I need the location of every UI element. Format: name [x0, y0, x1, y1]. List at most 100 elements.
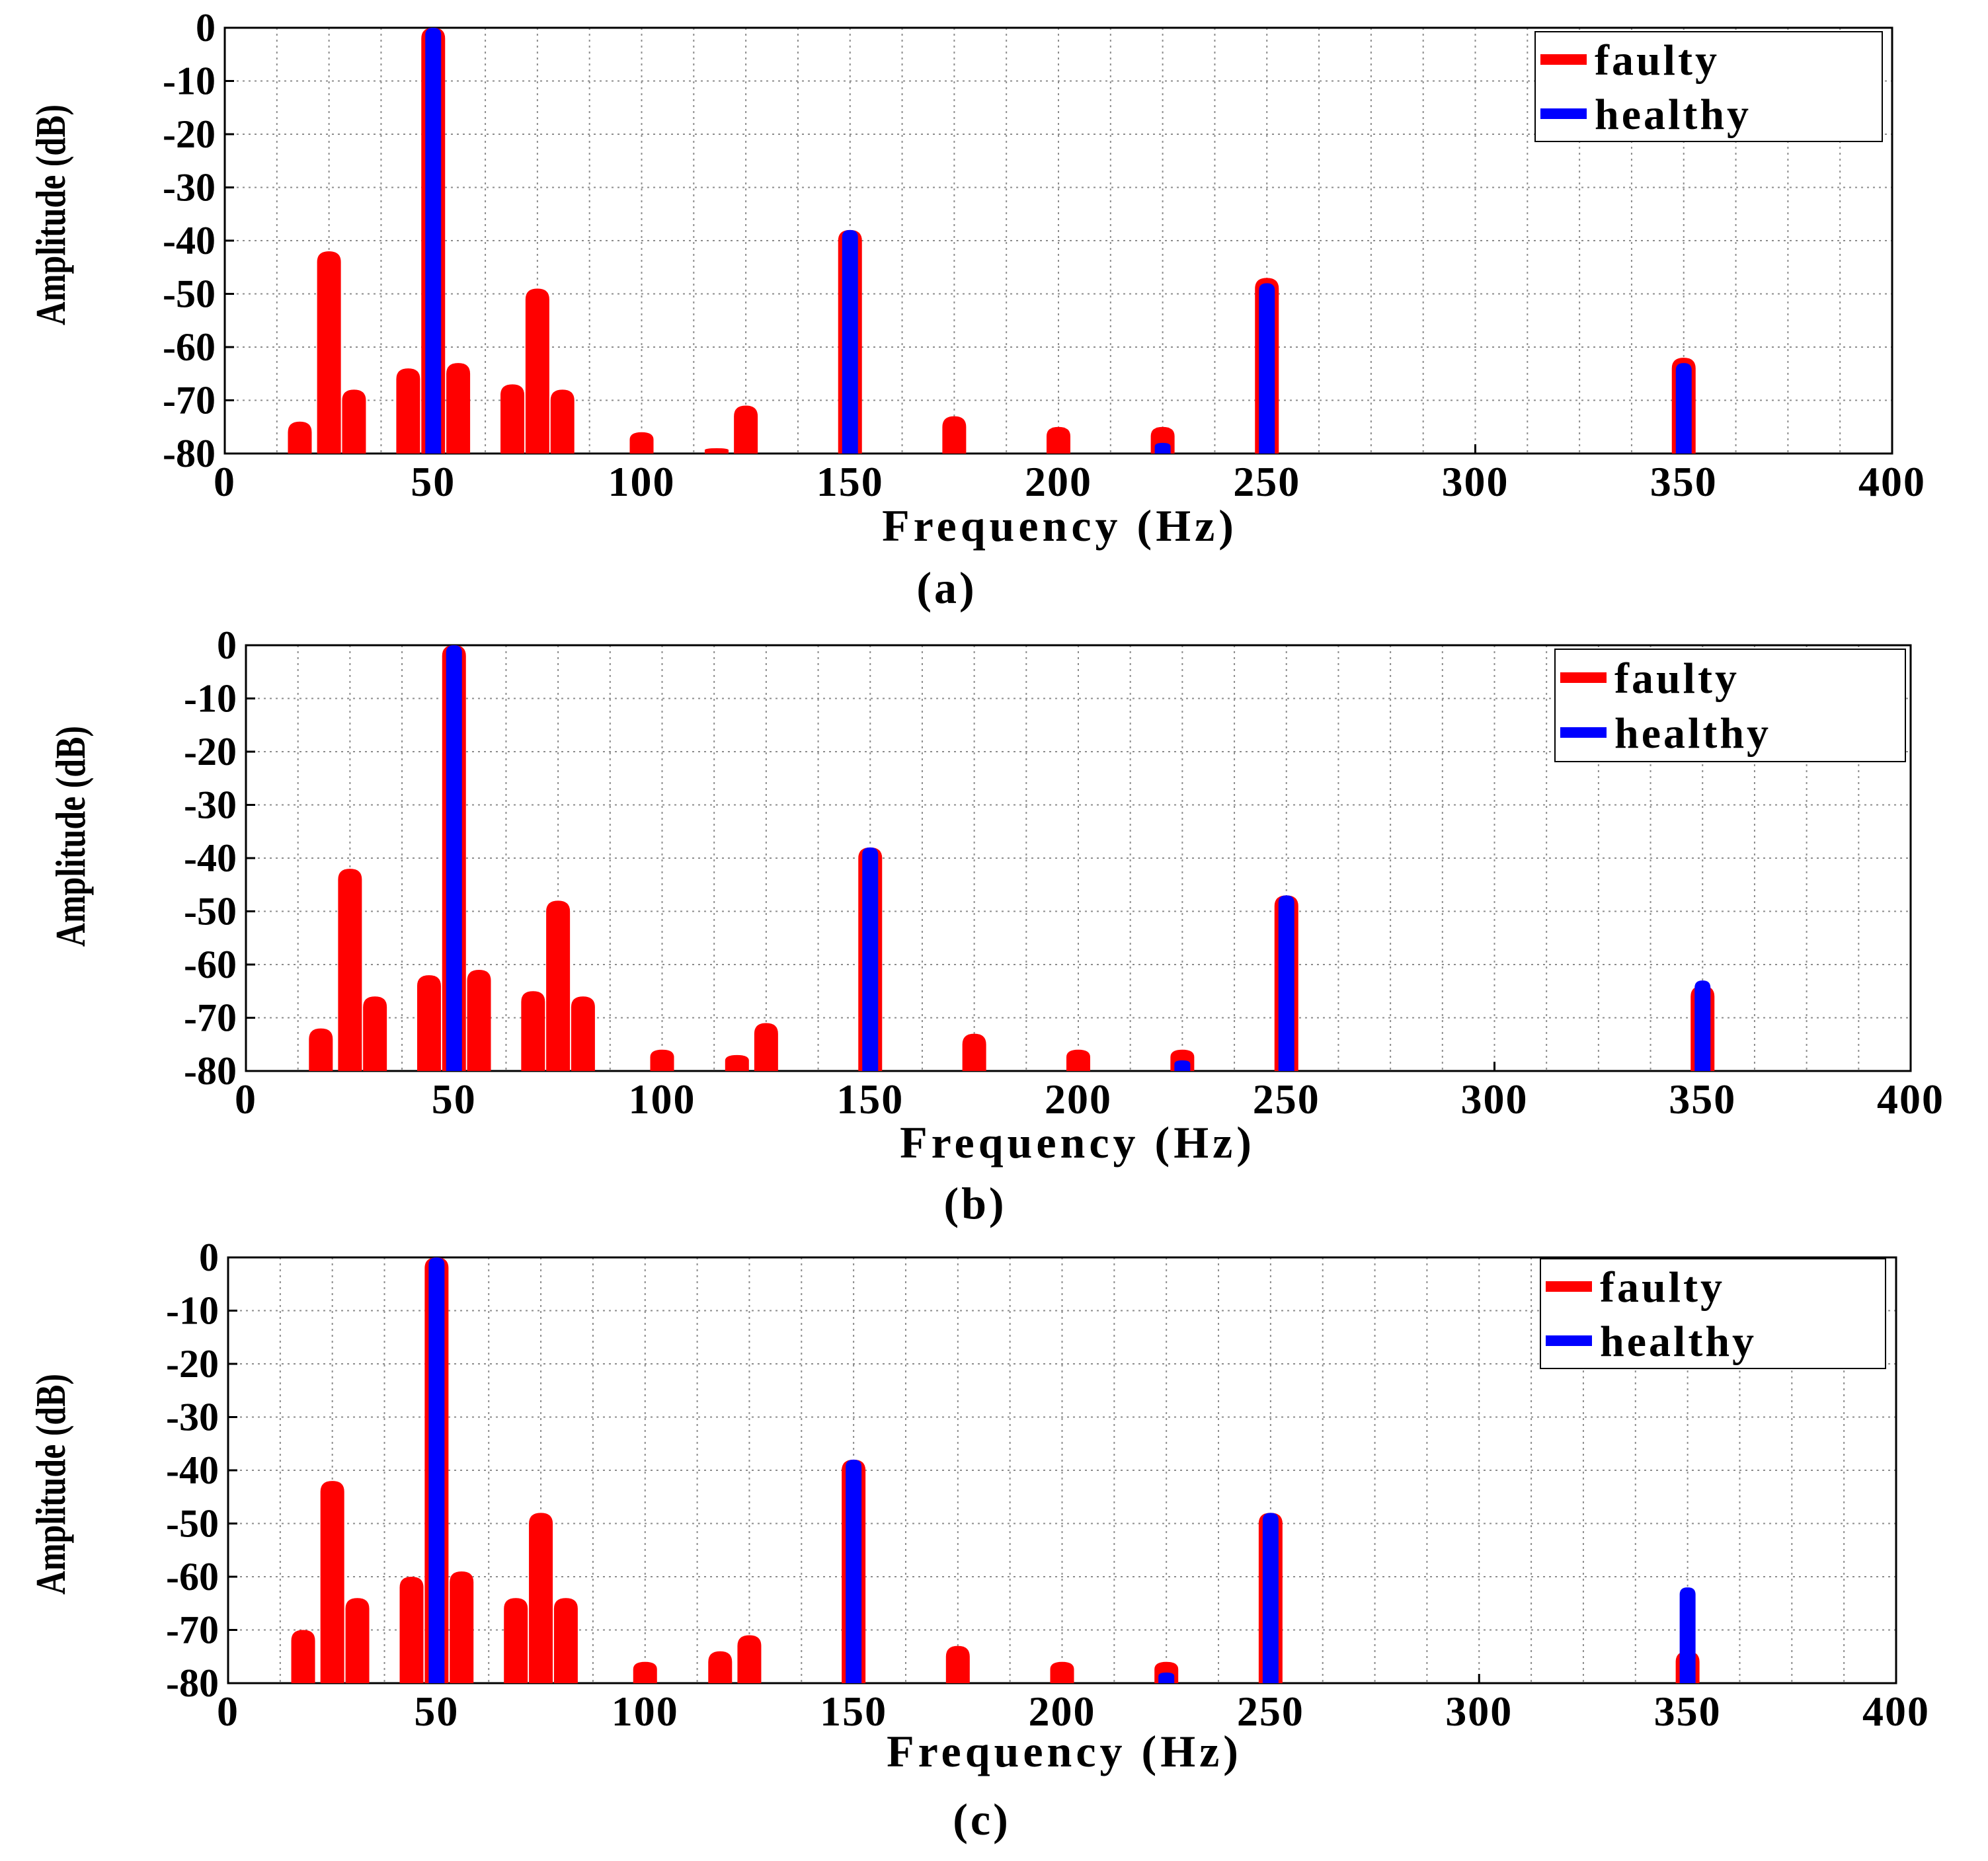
x-tick-label: 150 [816, 458, 884, 505]
faulty-peak [396, 368, 420, 454]
panel-c-grid [228, 1257, 1896, 1683]
y-tick-label: -40 [166, 1448, 219, 1492]
x-tick-label: 400 [1877, 1076, 1944, 1123]
x-tick-label: 250 [1237, 1688, 1304, 1735]
healthy-peak [1158, 1672, 1175, 1683]
x-tick-label: 300 [1461, 1076, 1529, 1123]
faulty-peak [320, 1481, 344, 1683]
y-tick-label: -70 [166, 1608, 219, 1652]
panel-b-x-ticks: 0 50 100 150 200 250 300 350 400 [235, 1076, 1944, 1123]
faulty-peak [309, 1028, 333, 1071]
faulty-peak [962, 1033, 986, 1071]
panel-b-healthy-series [446, 645, 1711, 1071]
faulty-peak [945, 1645, 970, 1683]
faulty-peak [1047, 426, 1070, 454]
panel-b-y-ticks: 0 -10 -20 -30 -40 -50 -60 -70 -80 [184, 623, 237, 1093]
faulty-peak [504, 1598, 528, 1683]
faulty-peak [708, 1651, 733, 1683]
faulty-peak [629, 432, 654, 454]
healthy-peak [446, 645, 462, 1071]
y-tick-label: -20 [166, 1342, 219, 1386]
faulty-peak [633, 1661, 657, 1683]
panel-c-y-ticks: 0 -10 -20 -30 -40 -50 -60 -70 -80 [166, 1236, 219, 1705]
x-tick-label: 150 [820, 1688, 887, 1735]
x-tick-label: 350 [1669, 1076, 1736, 1123]
x-tick-label: 250 [1253, 1076, 1320, 1123]
legend-healthy-label: healthy [1614, 709, 1771, 758]
faulty-peak [725, 1054, 749, 1071]
healthy-peak [862, 847, 879, 1071]
faulty-peak [467, 970, 491, 1071]
y-tick-label: -80 [163, 432, 216, 475]
healthy-peak [846, 1459, 862, 1683]
x-tick-label: 300 [1445, 1688, 1513, 1735]
x-tick-label: 200 [1025, 458, 1092, 505]
panel-c-y-axis-label: Amplitude (dB) [28, 1374, 74, 1595]
y-tick-label: -30 [184, 783, 237, 827]
faulty-peak [553, 1598, 578, 1683]
healthy-peak [1154, 442, 1171, 454]
panel-a-grid [225, 28, 1892, 454]
faulty-peak [521, 991, 545, 1071]
y-tick-label: -50 [166, 1502, 219, 1546]
y-tick-label: -10 [163, 59, 216, 103]
x-tick-label: 400 [1862, 1688, 1930, 1735]
panel-b-legend: faulty healthy [1554, 649, 1906, 762]
healthy-peak [1262, 1513, 1279, 1683]
y-tick-label: -70 [184, 996, 237, 1040]
y-tick-label: -80 [184, 1049, 237, 1093]
y-tick-label: -60 [166, 1555, 219, 1599]
faulty-peak [546, 900, 571, 1071]
faulty-peak [399, 1577, 424, 1683]
healthy-peak [842, 229, 858, 454]
panel-a-healthy-series [425, 28, 1692, 454]
healthy-peak [428, 1257, 445, 1683]
faulty-peak [737, 1635, 762, 1683]
panel-a-legend: faulty healthy [1534, 31, 1883, 142]
faulty-peak [529, 1513, 553, 1683]
x-tick-label: 50 [432, 1076, 477, 1123]
legend-faulty-label: faulty [1600, 1263, 1725, 1312]
x-tick-label: 50 [411, 458, 456, 505]
y-tick-label: -20 [163, 112, 216, 156]
y-tick-label: -10 [184, 677, 237, 721]
x-tick-label: 150 [836, 1076, 904, 1123]
y-tick-label: -50 [184, 890, 237, 933]
panel-b-chart: 0 -10 -20 -30 -40 -50 -60 -70 -80 0 50 100 150 200 25… [48, 623, 1944, 1228]
y-tick-label: -60 [184, 943, 237, 986]
panel-c-healthy-series [428, 1257, 1696, 1683]
healthy-peak [1174, 1060, 1191, 1071]
x-tick-label: 0 [217, 1688, 239, 1735]
panel-a-caption: (a) [916, 563, 976, 613]
y-tick-label: -40 [184, 836, 237, 880]
faulty-peak [342, 389, 366, 454]
y-tick-label: -30 [163, 166, 216, 210]
healthy-peak [1694, 980, 1711, 1071]
faulty-peak [571, 996, 595, 1071]
legend-healthy-label: healthy [1600, 1318, 1757, 1366]
faulty-peak [317, 251, 341, 454]
y-tick-label: -70 [163, 379, 216, 422]
x-tick-label: 250 [1233, 458, 1300, 505]
faulty-peak [291, 1630, 315, 1683]
panel-a-y-ticks: 0 -10 -20 -30 -40 -50 -60 -70 -80 [163, 6, 216, 475]
x-tick-label: 300 [1442, 458, 1509, 505]
y-tick-label: -80 [166, 1661, 219, 1705]
panel-a-y-axis-label: Amplitude (dB) [28, 104, 74, 325]
panel-c-chart: 0 -10 -20 -30 -40 -50 -60 -70 -80 0 50 100 150 200 25… [28, 1236, 1930, 1844]
faulty-peak [704, 448, 729, 454]
panel-b-y-axis-label: Amplitude (dB) [48, 726, 94, 947]
healthy-peak [1278, 895, 1294, 1071]
legend-faulty-label: faulty [1595, 36, 1720, 85]
x-tick-label: 0 [235, 1076, 257, 1123]
panel-c-caption: (c) [953, 1794, 1010, 1844]
faulty-peak [734, 405, 758, 454]
healthy-peak [1675, 363, 1692, 454]
x-tick-label: 350 [1654, 1688, 1722, 1735]
y-tick-label: -50 [163, 272, 216, 316]
x-tick-label: 200 [1029, 1688, 1096, 1735]
x-tick-label: 0 [214, 458, 236, 505]
faulty-peak [500, 384, 525, 454]
x-tick-label: 100 [608, 458, 676, 505]
